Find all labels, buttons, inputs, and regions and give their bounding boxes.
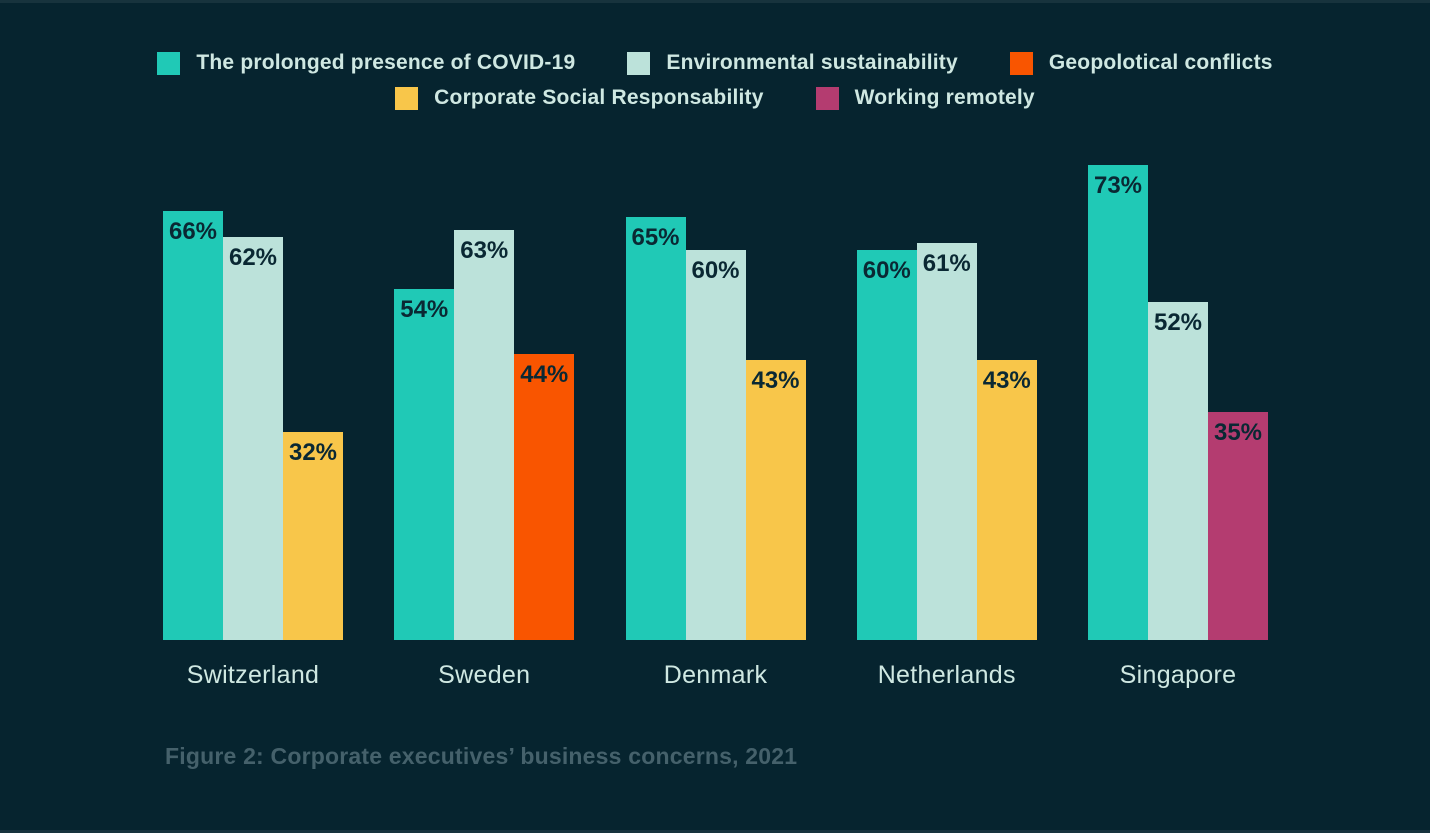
bar-value-label: 62%	[228, 244, 278, 271]
category-label: Singapore	[1119, 661, 1237, 689]
legend-label: Geopolotical conflicts	[1048, 51, 1273, 74]
legend-item: The prolonged presence of COVID-19	[157, 51, 575, 75]
bar: 61%	[916, 243, 977, 640]
bar-group-sweden: 54% 63% 44%	[394, 160, 575, 640]
legend-swatch-icon	[815, 86, 839, 110]
bar-value-label: 73%	[1093, 172, 1143, 199]
legend-item: Environmental sustainability	[627, 51, 958, 75]
bar: 32%	[283, 432, 343, 640]
chart-legend: The prolonged presence of COVID-19 Enviro…	[0, 51, 1430, 110]
category-axis: Switzerland Sweden Denmark Netherlands Singa…	[163, 661, 1268, 690]
bar-value-label: 54%	[400, 296, 449, 323]
figure-caption: Figure 2: Corporate executives’ business…	[165, 743, 798, 769]
bar: 54%	[394, 289, 455, 640]
bar-group-denmark: 65% 60% 43%	[625, 160, 806, 640]
legend-item: Geopolotical conflicts	[1009, 51, 1273, 75]
category-label: Netherlands	[877, 661, 1016, 689]
bar-chart-plot-area: 66% 62% 32% 54% 63% 44% 65% 60% 43% 60% 61% 43% 73% 5…	[163, 160, 1268, 640]
legend-item: Corporate Social Responsability	[395, 86, 763, 110]
bar-value-label: 43%	[982, 367, 1031, 394]
bar: 66%	[163, 211, 223, 640]
legend-row: Corporate Social Responsability Working r…	[395, 86, 1035, 110]
category-label: Switzerland	[186, 661, 320, 689]
bar-group-switzerland: 66% 62% 32%	[163, 160, 343, 640]
bar-value-label: 63%	[460, 237, 509, 264]
legend-swatch-icon	[157, 51, 181, 75]
legend-item: Working remotely	[815, 86, 1035, 110]
legend-row: The prolonged presence of COVID-19 Enviro…	[157, 51, 1272, 75]
bar-value-label: 60%	[691, 257, 740, 284]
bar: 60%	[856, 250, 917, 640]
category-label: Denmark	[663, 661, 768, 689]
legend-label: The prolonged presence of COVID-19	[196, 51, 576, 74]
bar: 63%	[454, 230, 515, 640]
bar: 44%	[514, 354, 575, 640]
legend-label: Environmental sustainability	[666, 51, 958, 74]
category-label: Sweden	[438, 661, 531, 689]
bar: 73%	[1088, 165, 1148, 640]
bar-group-netherlands: 60% 61% 43%	[856, 160, 1037, 640]
bar-value-label: 32%	[288, 439, 338, 466]
bar: 52%	[1148, 302, 1208, 640]
bar-value-label: 52%	[1153, 309, 1203, 336]
bar-value-label: 60%	[862, 257, 911, 284]
bar-value-label: 35%	[1213, 419, 1263, 446]
bar-value-label: 66%	[168, 218, 218, 245]
bar-value-label: 43%	[751, 367, 800, 394]
legend-label: Working remotely	[854, 86, 1035, 109]
bar: 65%	[625, 217, 686, 640]
legend-swatch-icon	[1009, 51, 1033, 75]
bar-value-label: 44%	[520, 361, 569, 388]
legend-label: Corporate Social Responsability	[434, 86, 764, 109]
bar-value-label: 61%	[922, 250, 971, 277]
bar: 60%	[685, 250, 746, 640]
legend-swatch-icon	[395, 86, 419, 110]
bar-group-singapore: 73% 52% 35%	[1088, 160, 1268, 640]
bar: 43%	[745, 360, 806, 640]
legend-swatch-icon	[627, 51, 651, 75]
bar: 43%	[976, 360, 1037, 640]
bar-value-label: 65%	[631, 224, 680, 251]
bar: 62%	[223, 237, 283, 640]
bar: 35%	[1208, 412, 1268, 640]
